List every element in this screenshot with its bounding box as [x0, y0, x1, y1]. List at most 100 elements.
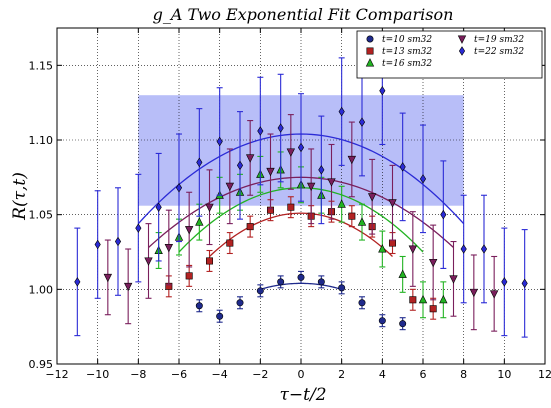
data-point — [286, 148, 296, 157]
legend-marker — [457, 35, 467, 44]
data-point — [347, 155, 357, 165]
data-point — [74, 277, 81, 287]
data-point — [246, 223, 254, 231]
data-point — [297, 273, 305, 281]
legend-marker — [365, 58, 375, 67]
x-tick-label: 12 — [538, 368, 551, 381]
data-point — [216, 136, 223, 147]
data-point — [144, 257, 153, 266]
data-point — [245, 154, 255, 163]
data-point — [196, 157, 203, 168]
data-point — [236, 160, 244, 171]
data-point — [440, 209, 447, 220]
data-point — [277, 278, 285, 286]
legend-marker — [366, 35, 374, 43]
data-point — [184, 226, 194, 235]
series-t-22-sm32 — [74, 36, 528, 338]
data-point — [103, 273, 113, 283]
legend-marker — [366, 47, 374, 55]
x-tick-label: −6 — [171, 368, 187, 381]
data-point — [337, 199, 346, 208]
y-tick-label: 1.15 — [29, 59, 54, 72]
data-point — [225, 182, 235, 192]
data-point — [379, 85, 386, 96]
data-point — [358, 117, 366, 127]
data-point — [388, 199, 397, 208]
data-point — [256, 287, 264, 295]
data-point — [123, 282, 133, 292]
data-point — [306, 182, 316, 192]
data-points — [74, 36, 528, 338]
y-axis-label: R(τ,t) — [10, 172, 30, 221]
chart-title: g_A Two Exponential Fit Comparison — [153, 5, 454, 24]
data-point — [399, 162, 406, 172]
data-point — [114, 236, 122, 247]
y-tick-label: 1.05 — [29, 209, 54, 222]
data-point — [521, 278, 528, 289]
x-tick-label: 4 — [379, 368, 386, 381]
data-point — [449, 275, 458, 284]
data-point — [338, 284, 346, 292]
series-t-10-sm32 — [195, 270, 407, 331]
y-tick-label: 1.10 — [29, 134, 54, 147]
x-tick-label: −12 — [45, 368, 68, 381]
data-point — [195, 217, 204, 226]
data-point — [94, 239, 101, 250]
data-point — [317, 278, 325, 286]
data-point — [327, 178, 336, 187]
data-point — [460, 244, 467, 254]
legend-marker — [458, 46, 466, 56]
legend: t=10 sm32 t=13 sm32 t=16 sm32 t=19 sm32 t=22… — [356, 30, 543, 79]
data-point — [418, 294, 428, 304]
data-point — [216, 312, 224, 320]
data-point — [408, 245, 418, 254]
x-tick-label: 2 — [338, 368, 345, 381]
data-point — [318, 165, 325, 175]
legend-label: t=13 sm32 — [382, 47, 432, 57]
legend-label: t=19 sm32 — [474, 35, 524, 45]
data-point — [429, 305, 437, 313]
y-tick-label: 0.95 — [29, 358, 54, 371]
data-point — [469, 288, 479, 298]
data-point — [175, 183, 183, 193]
data-point — [338, 106, 345, 117]
x-tick-label: −2 — [252, 368, 268, 381]
data-point — [297, 142, 305, 153]
x-tick-label: −4 — [212, 368, 228, 381]
data-point — [357, 217, 367, 226]
data-point — [358, 299, 366, 307]
data-point — [195, 302, 203, 310]
x-tick-label: 6 — [420, 368, 427, 381]
series-t-13-sm32 — [165, 196, 437, 320]
data-point — [164, 244, 174, 253]
data-point — [205, 203, 214, 213]
y-tick-label: 1.00 — [29, 283, 54, 296]
data-point — [135, 223, 142, 233]
data-point — [266, 167, 275, 177]
data-point — [501, 277, 508, 287]
data-point — [226, 239, 234, 247]
data-point — [378, 244, 387, 253]
data-point — [155, 202, 162, 212]
data-point — [257, 126, 264, 136]
data-point — [398, 269, 407, 278]
data-point — [480, 244, 488, 254]
series-t-19-sm32 — [103, 114, 499, 332]
fit-curve — [209, 212, 393, 257]
x-tick-label: 10 — [497, 368, 511, 381]
data-point — [236, 299, 244, 307]
axis-ticks: −12 −10 −8 −6 −4 −2 0 2 4 6 8 10 12 0.95 1.00 1.05 1.10 1… — [29, 28, 551, 381]
x-axis-label: τ−t/2 — [279, 385, 326, 405]
legend-label: t=10 sm32 — [382, 35, 432, 45]
legend-label: t=22 sm32 — [474, 47, 524, 57]
data-point — [277, 123, 284, 133]
data-point — [388, 239, 396, 247]
data-point — [206, 257, 214, 265]
data-point — [348, 212, 356, 220]
data-point — [428, 258, 438, 268]
data-point — [439, 294, 448, 304]
x-tick-label: 0 — [298, 368, 305, 381]
data-point — [419, 174, 427, 184]
legend-box — [356, 30, 543, 79]
